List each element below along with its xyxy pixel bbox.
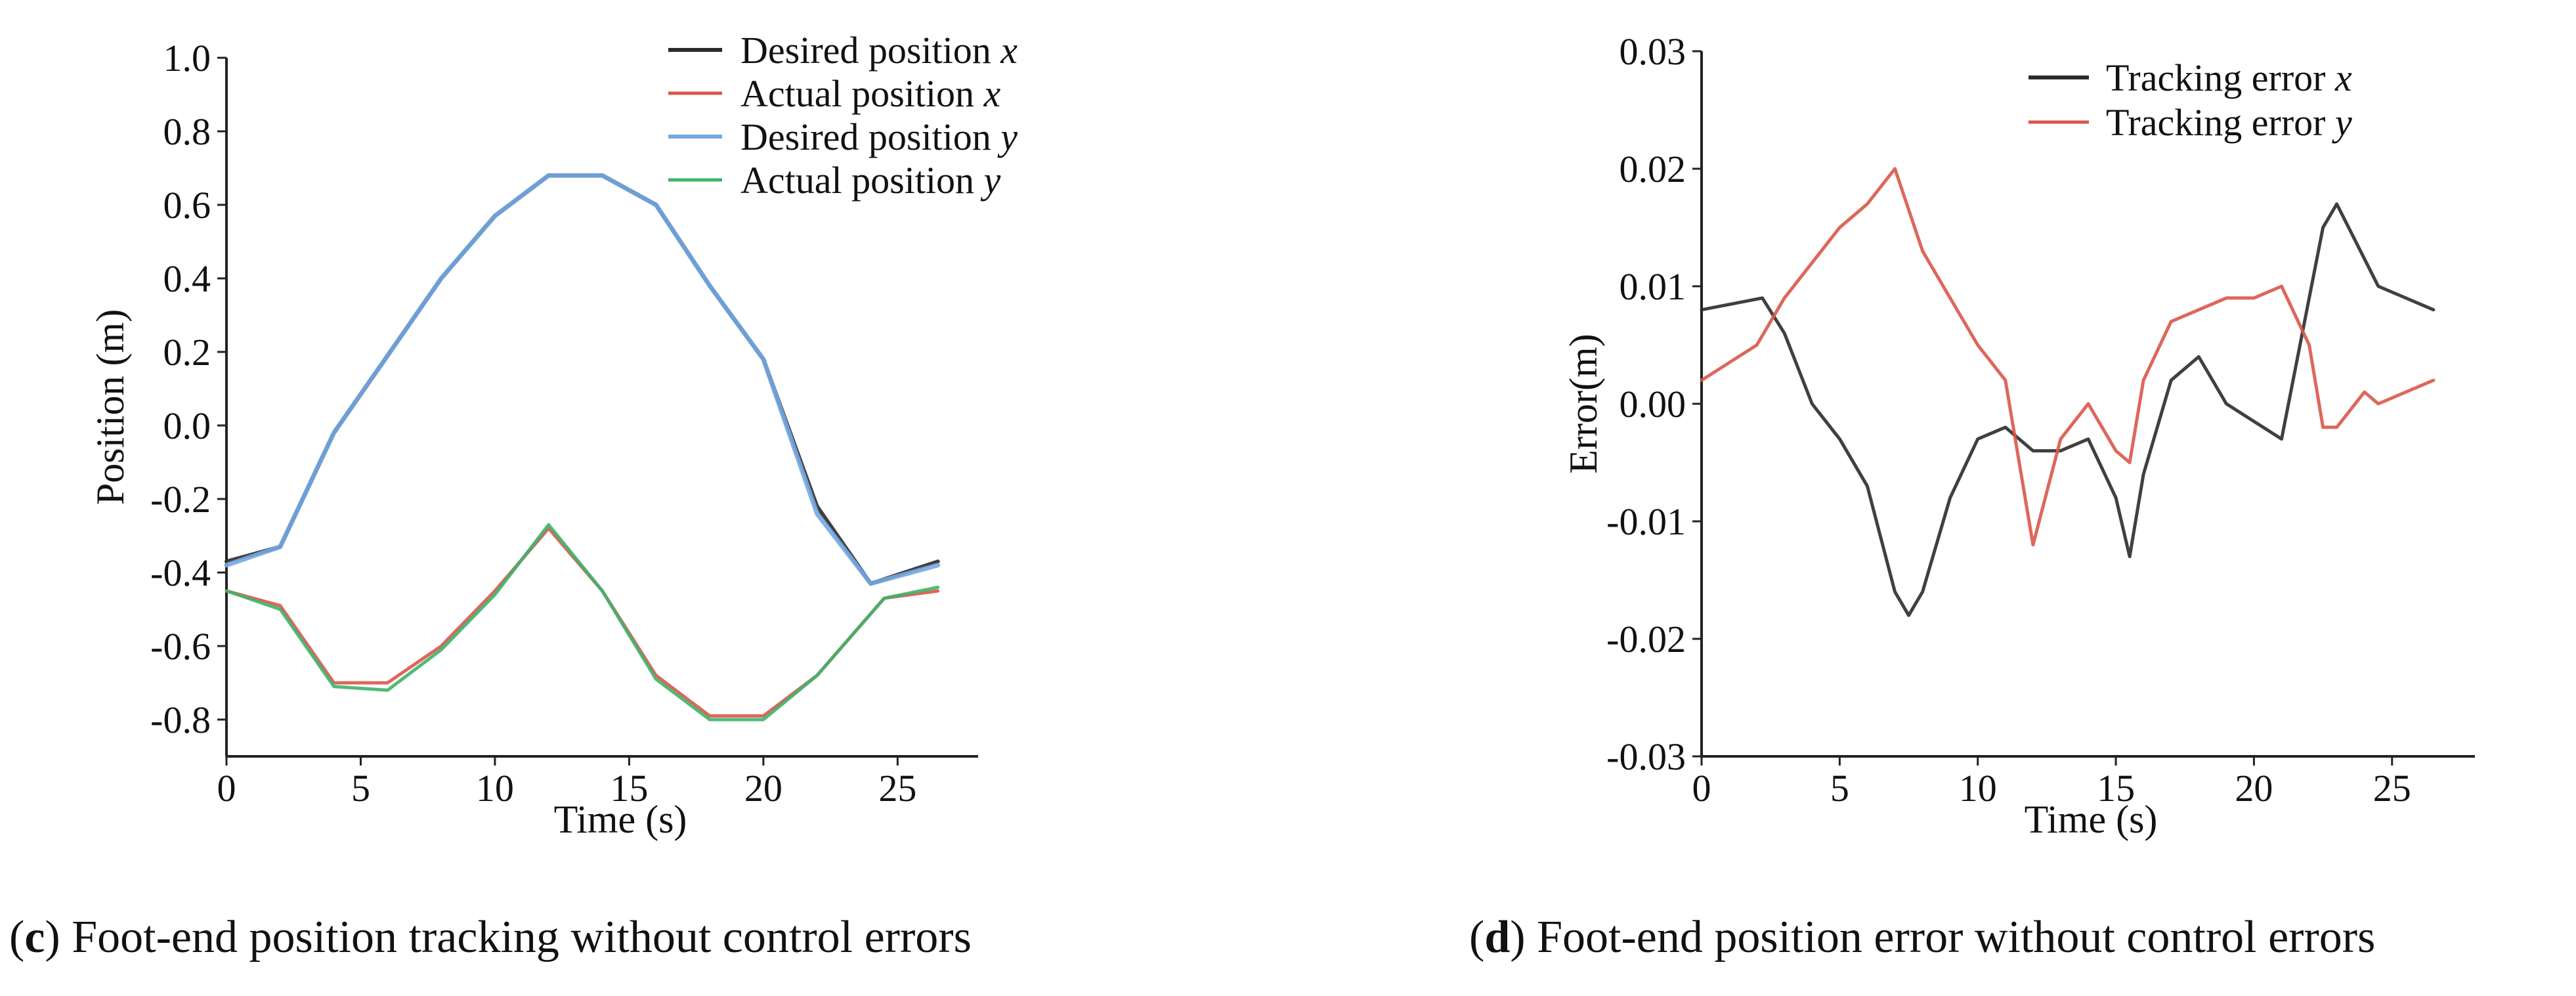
plot-area-c: -0.8 -0.6 -0.4 -0.2 0.0 0.2 0.4 0.6 0.8 1.0 0 5 10 1… bbox=[150, 37, 978, 810]
y-ticks: -0.8 -0.6 -0.4 -0.2 0.0 0.2 0.4 0.6 0.8 1.0 bbox=[150, 37, 226, 741]
y-tick-label: -0.02 bbox=[1606, 618, 1686, 660]
x-axis-label: Time (s) bbox=[2025, 798, 2158, 841]
y-ticks: -0.03 -0.02 -0.01 0.00 0.01 0.02 0.03 bbox=[1606, 30, 1702, 778]
series-line-1 bbox=[1700, 167, 2436, 547]
y-tick-label: -0.03 bbox=[1606, 735, 1686, 778]
y-tick-label: -0.2 bbox=[150, 478, 211, 521]
panel-c-position-tracking: -0.8 -0.6 -0.4 -0.2 0.0 0.2 0.4 0.6 0.8 1.0 0 5 10 1… bbox=[9, 29, 1018, 963]
legend-label: Tracking error y bbox=[2106, 101, 2352, 144]
y-tick-label: 0.01 bbox=[1620, 265, 1686, 308]
legend-item: Actual position y bbox=[668, 159, 1001, 202]
series-group bbox=[1700, 167, 2436, 617]
y-tick-label: 0.02 bbox=[1620, 148, 1686, 190]
x-tick-label: 10 bbox=[1959, 767, 1997, 810]
y-tick-label: -0.8 bbox=[150, 699, 211, 741]
x-tick-label: 20 bbox=[744, 767, 783, 810]
x-tick-label: 20 bbox=[2235, 767, 2273, 810]
y-axis-label: Error(m) bbox=[1562, 334, 1605, 473]
y-tick-label: 0.0 bbox=[163, 404, 211, 447]
x-tick-label: 10 bbox=[476, 767, 514, 810]
legend-c: Desired position x Actual position x Des… bbox=[668, 29, 1018, 202]
y-tick-label: 0.03 bbox=[1620, 30, 1686, 73]
legend-item: Actual position x bbox=[668, 72, 1001, 115]
y-tick-label: 0.8 bbox=[163, 110, 211, 153]
x-tick-label: 5 bbox=[1830, 767, 1849, 810]
series-line-0 bbox=[225, 173, 940, 586]
caption-d: (d) Foot-end position error without cont… bbox=[1469, 912, 2375, 963]
plot-area-d: -0.03 -0.02 -0.01 0.00 0.01 0.02 0.03 0 5 10 15 20… bbox=[1606, 30, 2475, 810]
caption-c: (c) Foot-end position tracking without c… bbox=[9, 912, 972, 963]
legend-item: Desired position x bbox=[668, 29, 1018, 72]
y-tick-label: 0.2 bbox=[163, 331, 211, 374]
x-ticks: 0 5 10 15 20 25 bbox=[217, 756, 916, 810]
y-tick-label: -0.4 bbox=[150, 552, 211, 594]
y-tick-label: -0.6 bbox=[150, 625, 211, 668]
legend-label: Desired position y bbox=[741, 116, 1018, 158]
x-tick-label: 15 bbox=[2097, 767, 2135, 810]
y-tick-label: 0.00 bbox=[1620, 383, 1686, 425]
legend-d: Tracking error x Tracking error y bbox=[2029, 56, 2352, 144]
legend-item: Desired position y bbox=[668, 116, 1018, 158]
y-tick-label: 1.0 bbox=[163, 37, 211, 79]
x-tick-label: 15 bbox=[610, 767, 648, 810]
x-tick-label: 25 bbox=[878, 767, 916, 810]
x-tick-label: 25 bbox=[2373, 767, 2411, 810]
y-axis-label: Position (m) bbox=[89, 309, 132, 505]
y-tick-label: -0.01 bbox=[1606, 500, 1686, 543]
legend-label: Tracking error x bbox=[2106, 56, 2352, 99]
series-line-0 bbox=[1700, 202, 2436, 617]
y-tick-label: 0.6 bbox=[163, 184, 211, 227]
legend-item: Tracking error y bbox=[2029, 101, 2352, 144]
legend-label: Actual position y bbox=[741, 159, 1001, 202]
legend-item: Tracking error x bbox=[2029, 56, 2352, 99]
x-tick-label: 5 bbox=[351, 767, 370, 810]
panel-d-position-error: -0.03 -0.02 -0.01 0.00 0.01 0.02 0.03 0 5 10 15 20… bbox=[1469, 30, 2475, 963]
x-tick-label: 0 bbox=[217, 767, 236, 810]
legend-label: Actual position x bbox=[741, 72, 1001, 115]
y-tick-label: 0.4 bbox=[163, 257, 211, 300]
series-line-2 bbox=[224, 173, 941, 586]
x-ticks: 0 5 10 15 20 25 bbox=[1692, 756, 2411, 810]
legend-label: Desired position x bbox=[741, 29, 1018, 72]
series-group bbox=[224, 173, 941, 722]
x-tick-label: 0 bbox=[1692, 767, 1711, 810]
series-line-3 bbox=[225, 523, 940, 722]
x-axis-label: Time (s) bbox=[554, 798, 687, 841]
